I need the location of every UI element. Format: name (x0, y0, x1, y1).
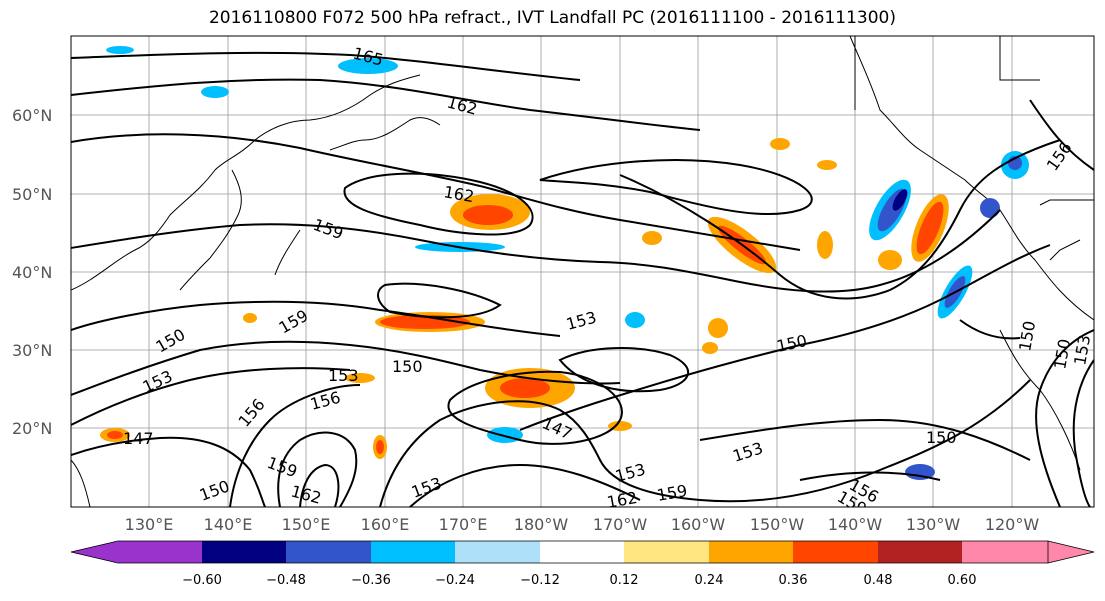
colorbar-tick-label: 0.24 (695, 573, 724, 588)
refractivity-contours (71, 51, 1094, 507)
lat-label: 30°N (12, 341, 52, 360)
colorbar-tick-label: −0.24 (435, 573, 475, 588)
lat-label: 50°N (12, 185, 52, 204)
colorbar-swatch (286, 541, 372, 563)
lat-label: 20°N (12, 419, 52, 438)
colorbar-ticks: −0.60 −0.48 −0.36 −0.24 −0.12 0.12 0.24 … (182, 573, 976, 588)
lon-label: 140°W (828, 515, 883, 534)
colorbar-tick-label: −0.48 (266, 573, 306, 588)
lon-label: 130°E (125, 515, 174, 534)
colorbar-swatch (962, 541, 1049, 563)
colorbar-tick-label: −0.60 (182, 573, 222, 588)
colorbar: −0.60 −0.48 −0.36 −0.24 −0.12 0.12 0.24 … (70, 540, 1095, 588)
colorbar-tick-label: 0.36 (779, 573, 808, 588)
colorbar-swatch (793, 541, 879, 563)
colorbar-extend-high (1047, 540, 1095, 564)
colorbar-swatch (624, 541, 710, 563)
lon-label: 170°E (439, 515, 488, 534)
colorbar-swatch (455, 541, 541, 563)
longitude-labels: 130°E 140°E 150°E 160°E 170°E 180°W 170°… (125, 515, 1040, 534)
lat-label: 40°N (12, 263, 52, 282)
colorbar-tick-label: 0.12 (610, 573, 639, 588)
latitude-labels: 60°N 50°N 40°N 30°N 20°N (12, 106, 52, 438)
contour-label: 150 (392, 357, 423, 376)
lat-label: 60°N (12, 106, 52, 125)
colorbar-swatch (371, 541, 456, 563)
lon-label: 150°E (282, 515, 331, 534)
contour-label: 153 (1070, 333, 1094, 366)
colorbar-swatch (202, 541, 287, 563)
colorbar-tick-label: 0.48 (864, 573, 893, 588)
lon-label: 140°E (204, 515, 253, 534)
map-border (70, 35, 1095, 508)
lon-label: 160°W (671, 515, 726, 534)
colorbar-tick-label: 0.60 (948, 573, 977, 588)
contour-label: 150 (926, 428, 957, 447)
coastlines (71, 36, 1094, 507)
lon-label: 160°E (361, 515, 410, 534)
contour-label: 153 (328, 366, 359, 385)
lon-label: 130°W (906, 515, 961, 534)
gridlines (71, 36, 1094, 507)
anomaly-shading (100, 46, 1029, 480)
colorbar-swatch (878, 541, 963, 563)
colorbar-tick-label: −0.12 (520, 573, 560, 588)
contour-label: 162 (605, 488, 638, 512)
colorbar-extend-low (70, 540, 119, 564)
colorbar-swatch (117, 541, 203, 563)
map-panel (71, 36, 1094, 507)
contour-label: 147 (123, 429, 154, 448)
colorbar-swatch (709, 541, 794, 563)
lon-label: 180°W (514, 515, 569, 534)
lon-label: 170°W (593, 515, 648, 534)
lon-label: 150°W (750, 515, 805, 534)
colorbar-swatch (540, 541, 625, 563)
lon-label: 120°W (985, 515, 1040, 534)
map-title: 2016110800 F072 500 hPa refract., IVT La… (208, 8, 896, 28)
colorbar-tick-label: −0.36 (351, 573, 391, 588)
